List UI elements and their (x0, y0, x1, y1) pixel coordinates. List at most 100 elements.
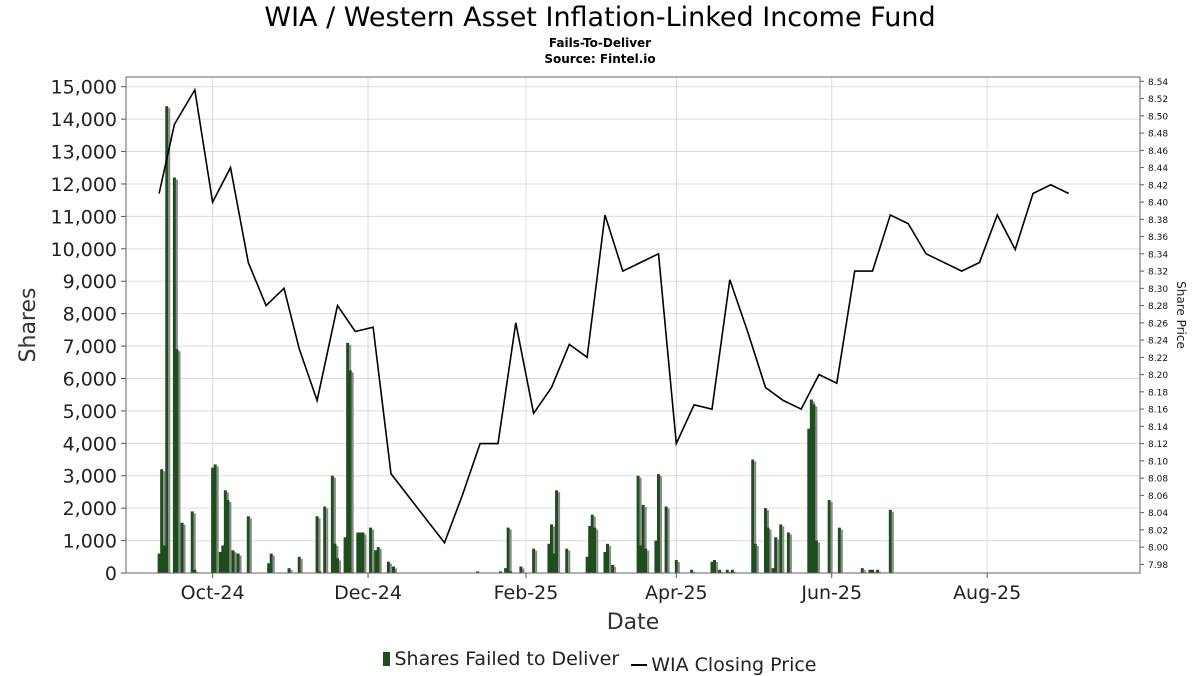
y-tick-label-15: 15,000 (51, 77, 117, 99)
fail-bar-86 (860, 568, 864, 573)
fail-bar-82 (812, 404, 816, 573)
fail-bar-shade-82 (815, 406, 818, 573)
fail-bar-shade-37 (389, 563, 392, 573)
y2-tick-label-24: 8.46 (1148, 147, 1168, 157)
fail-bar-17 (246, 516, 250, 573)
fail-bar-shade-11 (221, 553, 224, 573)
fail-bar-55 (603, 551, 607, 573)
y2-tick-label-15: 8.28 (1148, 302, 1168, 312)
legend-item-price[interactable]: WIA Closing Price (625, 654, 817, 676)
fail-bar-46 (547, 543, 551, 573)
fail-bar-77 (774, 537, 778, 573)
fail-bar-shade-80 (810, 430, 813, 573)
fail-bar-shade-28 (346, 539, 349, 573)
chart-subtitle: Fails-To-Deliver (548, 36, 652, 50)
fail-bar-12 (221, 545, 225, 573)
fail-bar-shade-14 (229, 502, 232, 573)
fail-bar-59 (639, 545, 643, 573)
fail-bar-shade-83 (817, 542, 820, 573)
y2-tick-label-14: 8.26 (1148, 319, 1168, 329)
fail-bar-shade-35 (377, 552, 380, 573)
fail-bar-shade-38 (395, 568, 398, 573)
fail-bar-shade-53 (593, 516, 596, 573)
y2-tick-label-28: 8.54 (1148, 78, 1168, 88)
fail-bar-shade-89 (879, 571, 882, 573)
fail-bar-shade-18 (270, 565, 273, 573)
fail-bar-shade-63 (659, 476, 662, 573)
fail-bar-52 (588, 525, 592, 573)
y2-tick-label-13: 8.24 (1148, 337, 1168, 347)
fail-bar-shade-0 (160, 555, 163, 573)
fail-bar-shade-16 (239, 555, 242, 573)
y-tick-label-2: 2,000 (63, 498, 117, 520)
x-tick-label-5: Aug-25 (953, 582, 1021, 604)
fail-bar-47 (549, 524, 553, 573)
fail-bar-shade-57 (614, 566, 617, 573)
fail-bar-56 (606, 543, 610, 573)
fail-bar-65 (674, 560, 678, 573)
fail-bar-40 (499, 571, 503, 573)
y-tick-label-1: 1,000 (63, 531, 117, 553)
y2-tick-label-2: 8.02 (1148, 526, 1168, 536)
fail-bar-shade-22 (318, 518, 321, 573)
fail-bar-7 (190, 511, 194, 573)
fail-bar-15 (231, 550, 235, 573)
fail-bar-shade-50 (568, 550, 571, 573)
y2-tick-label-6: 8.10 (1148, 457, 1168, 467)
fail-bar-shade-25 (333, 477, 336, 573)
fail-bar-shade-41 (507, 570, 510, 573)
fail-bar-70 (725, 569, 729, 573)
fail-bar-84 (827, 500, 831, 573)
fail-bar-shade-75 (769, 529, 772, 573)
legend-bar-swatch (383, 652, 391, 666)
fail-bar-shade-9 (214, 469, 217, 573)
fail-bar-36 (376, 547, 380, 573)
fail-bar-shade-4 (175, 179, 178, 573)
fail-bar-shade-47 (552, 526, 555, 573)
fail-bar-90 (888, 509, 892, 573)
fail-bar-shade-76 (774, 570, 777, 573)
fail-bar-44 (519, 566, 523, 573)
fail-bar-37 (386, 561, 390, 573)
x-tick-label-1: Dec-24 (334, 582, 402, 604)
x-tick-label-3: Apr-25 (645, 582, 708, 604)
y2-tick-label-3: 8.04 (1148, 509, 1168, 519)
plot-frame (125, 76, 1141, 574)
fail-bar-42 (506, 527, 510, 573)
y2-tick-label-12: 8.22 (1148, 354, 1168, 364)
y2-tick-label-17: 8.32 (1148, 268, 1168, 278)
fail-bar-21 (297, 556, 301, 573)
fail-bar-shade-34 (372, 529, 375, 573)
fail-bar-0 (157, 553, 161, 573)
fail-bar-shade-55 (606, 553, 609, 573)
legend-line-swatch (631, 664, 648, 666)
fail-bar-shade-49 (558, 492, 561, 573)
fail-bar-6 (180, 522, 184, 573)
fail-bar-45 (532, 548, 536, 573)
y2-tick-label-22: 8.42 (1148, 181, 1168, 191)
fail-bar-shade-27 (338, 560, 341, 573)
fail-bar-67 (710, 561, 714, 573)
fail-bar-shade-87 (871, 571, 874, 573)
fail-bar-shade-58 (639, 477, 642, 573)
fail-bar-shade-85 (840, 529, 843, 573)
fail-bar-shade-70 (728, 571, 731, 573)
fail-bar-27 (335, 558, 339, 573)
fail-bar-53 (590, 514, 594, 573)
fail-bar-shade-31 (359, 534, 362, 573)
y2-tick-label-27: 8.52 (1148, 95, 1168, 105)
fail-bar-shade-69 (721, 571, 724, 573)
fail-bar-75 (766, 527, 770, 573)
fail-bar-23 (318, 571, 322, 573)
y2-tick-label-26: 8.50 (1148, 112, 1168, 122)
legend-item-fails[interactable]: Shares Failed to Deliver (383, 648, 619, 670)
fail-bar-shade-36 (379, 549, 382, 573)
y-tick-label-6: 6,000 (63, 368, 117, 390)
fail-bar-shade-84 (830, 502, 833, 573)
plot-background (126, 77, 1140, 573)
fail-bar-10 (213, 464, 217, 573)
fail-bar-32 (358, 532, 362, 573)
fail-bar-78 (779, 524, 783, 573)
fail-bar-25 (330, 475, 334, 573)
y-tick-label-10: 10,000 (51, 239, 117, 261)
